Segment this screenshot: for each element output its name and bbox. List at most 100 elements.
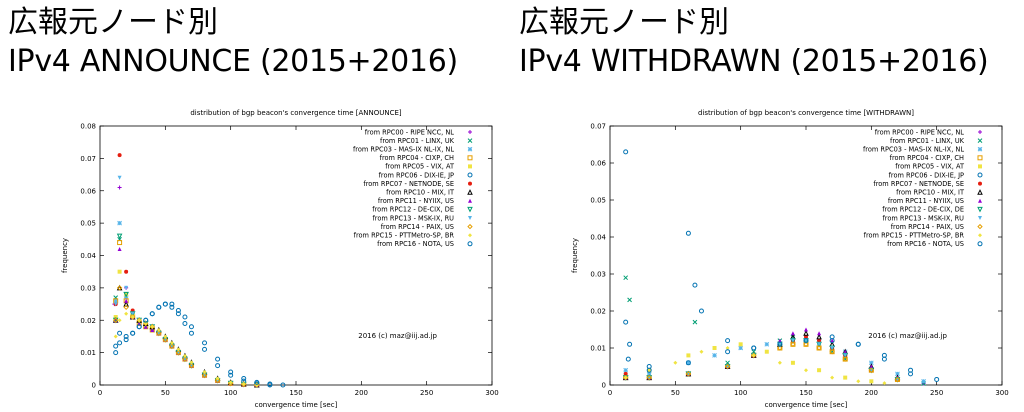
data-point (724, 363, 731, 370)
x-tick-label: 250 (930, 389, 943, 397)
x-tick-label: 200 (865, 389, 878, 397)
data-point (725, 338, 731, 344)
data-point (790, 331, 795, 336)
data-point (803, 338, 809, 344)
data-point (214, 377, 221, 384)
data-point (817, 368, 822, 373)
data-point (169, 304, 175, 310)
data-point (201, 372, 208, 378)
y-tick-label: 0.05 (80, 220, 96, 228)
data-point (712, 353, 717, 358)
left-panel-heading: 広報元ノード別 IPv4 ANNOUNCE (2015+2016) (8, 4, 458, 82)
data-point (623, 367, 629, 373)
legend-label: from RPC00 - RIPE NCC, NL (365, 128, 455, 136)
legend-marker (467, 206, 473, 213)
data-point (175, 349, 182, 356)
legend-marker (978, 130, 982, 134)
data-point (647, 368, 652, 373)
x-tick-label: 200 (355, 389, 368, 397)
left-heading-en: IPv4 ANNOUNCE (2015+2016) (8, 44, 458, 79)
data-point (725, 346, 730, 350)
data-point (623, 275, 629, 281)
series-group (622, 341, 901, 383)
data-points (622, 149, 940, 386)
data-point (150, 324, 155, 329)
data-point (162, 301, 168, 307)
data-point (817, 342, 822, 347)
legend-label: from RPC04 - CIXP, CH (380, 154, 454, 162)
data-point (738, 342, 743, 347)
data-point (143, 317, 149, 323)
data-point (777, 345, 783, 351)
legend-marker (468, 181, 472, 186)
series-group (112, 284, 260, 388)
y-tick-label: 0.06 (80, 187, 96, 195)
legend-label: from RPC10 - MIX, IT (386, 189, 455, 197)
data-point (881, 352, 887, 358)
data-point (130, 315, 135, 320)
data-point (130, 330, 136, 336)
data-point (804, 334, 808, 339)
data-point (830, 375, 835, 380)
data-point (868, 360, 874, 366)
data-point (882, 381, 887, 386)
data-point (113, 298, 119, 304)
legend-marker (467, 189, 473, 195)
data-point (228, 380, 233, 385)
data-point (182, 320, 188, 326)
data-point (175, 311, 181, 317)
x-tick-label: 0 (98, 389, 102, 397)
data-point (685, 360, 691, 366)
series-group (623, 275, 926, 386)
data-point (817, 338, 822, 343)
y-tick-label: 0.01 (80, 349, 96, 357)
y-tick-label: 0.07 (590, 123, 606, 131)
series-group (622, 338, 901, 383)
data-point (169, 301, 175, 307)
data-point (136, 324, 142, 330)
data-point (175, 308, 181, 314)
series-group (623, 149, 940, 382)
data-point (623, 149, 629, 155)
x-tick-label: 250 (420, 389, 433, 397)
data-point (777, 338, 782, 343)
data-point (751, 353, 756, 358)
data-point (112, 317, 119, 323)
series-group (622, 330, 901, 381)
y-tick-label: 0.01 (590, 345, 606, 353)
withdrawn-chart: distribution of bgp beacon's convergence… (571, 109, 1009, 409)
legend-label: from RPC14 - PAIX, US (891, 223, 964, 231)
data-point (215, 376, 220, 381)
series-group (623, 338, 926, 384)
data-point (804, 368, 808, 373)
data-point (856, 379, 861, 384)
legend-marker (977, 223, 983, 230)
data-point (816, 333, 822, 340)
legend-label: from RPC05 - VIX, AT (385, 163, 455, 171)
data-point (215, 363, 221, 369)
data-point (623, 319, 629, 325)
copyright-annotation: 2016 (c) maz@iij.ad.jp (868, 332, 947, 340)
legend-label: from RPC07 - NETNODE, SE (363, 180, 454, 188)
series-group (112, 285, 260, 388)
legend-marker (468, 233, 472, 238)
legend-label: from RPC15 - PTTMetro-SP, BR (354, 232, 455, 240)
data-point (790, 338, 795, 343)
data-point (169, 340, 174, 345)
legend-label: from RPC11 - NYIIX, US (378, 197, 454, 205)
data-point (699, 349, 704, 354)
data-point (202, 370, 207, 375)
data-point (804, 327, 808, 332)
y-tick-label: 0.03 (80, 284, 96, 292)
legend-label: from RPC07 - NETNODE, SE (873, 180, 964, 188)
legend-marker (977, 146, 983, 152)
data-point (777, 342, 782, 347)
data-point (117, 330, 123, 336)
legend-marker (467, 155, 473, 161)
data-point (123, 295, 129, 300)
data-point (254, 379, 260, 385)
data-point (685, 371, 692, 377)
data-point (777, 341, 783, 347)
series-group (113, 247, 259, 387)
